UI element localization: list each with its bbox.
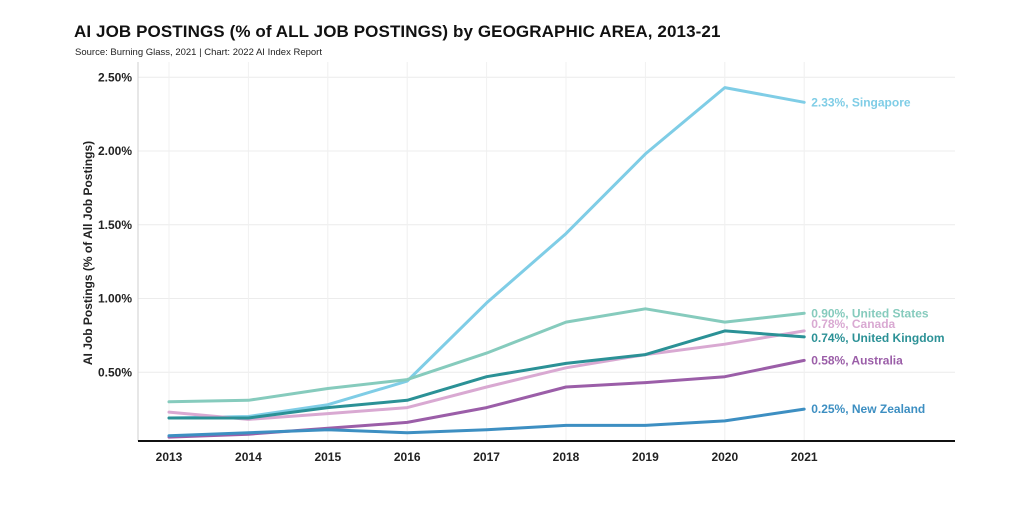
x-tick-label: 2017 — [473, 450, 500, 464]
x-tick-label: 2018 — [553, 450, 580, 464]
grid — [138, 62, 955, 441]
x-tick-label: 2014 — [235, 450, 262, 464]
x-tick-label: 2021 — [791, 450, 818, 464]
x-tick-label: 2015 — [314, 450, 341, 464]
series-label-united-kingdom: 0.74%, United Kingdom — [811, 331, 944, 345]
series-label-new-zealand: 0.25%, New Zealand — [811, 402, 925, 416]
chart-title: AI JOB POSTINGS (% of ALL JOB POSTINGS) … — [74, 22, 721, 41]
y-tick-label: 2.50% — [98, 70, 132, 84]
series-line-singapore — [167, 86, 806, 420]
series-label-canada: 0.78%, Canada — [811, 317, 895, 331]
x-tick-label: 2016 — [394, 450, 421, 464]
y-tick-label: 0.50% — [98, 365, 132, 379]
series-line-united-kingdom — [167, 329, 806, 420]
y-tick-label: 1.50% — [98, 218, 132, 232]
series-lines — [167, 86, 806, 439]
y-tick-label: 1.00% — [98, 292, 132, 306]
series-labels: 2.33%, Singapore 0.90%, United States0.78… — [811, 95, 944, 416]
series-line-new-zealand — [167, 407, 806, 438]
series-label-singapore: 2.33%, Singapore — [811, 95, 911, 109]
series-label-australia: 0.58%, Australia — [811, 353, 903, 367]
x-tick-label: 2019 — [632, 450, 659, 464]
y-tick-label: 2.00% — [98, 144, 132, 158]
series-label-united-states: 0.90%, United States — [811, 306, 929, 320]
chart-subtitle: Source: Burning Glass, 2021 | Chart: 202… — [75, 47, 322, 58]
x-tick-label: 2020 — [711, 450, 738, 464]
axes: 0.50% 1.00% 1.50% 2.00% 2.50% 2013 2014 2015 201… — [81, 62, 955, 464]
series-line-canada — [167, 329, 806, 421]
y-axis-title: AI Job Postings (% of All Job Postings) — [81, 141, 95, 365]
x-tick-label: 2013 — [156, 450, 183, 464]
series-line-united-states — [167, 307, 806, 404]
